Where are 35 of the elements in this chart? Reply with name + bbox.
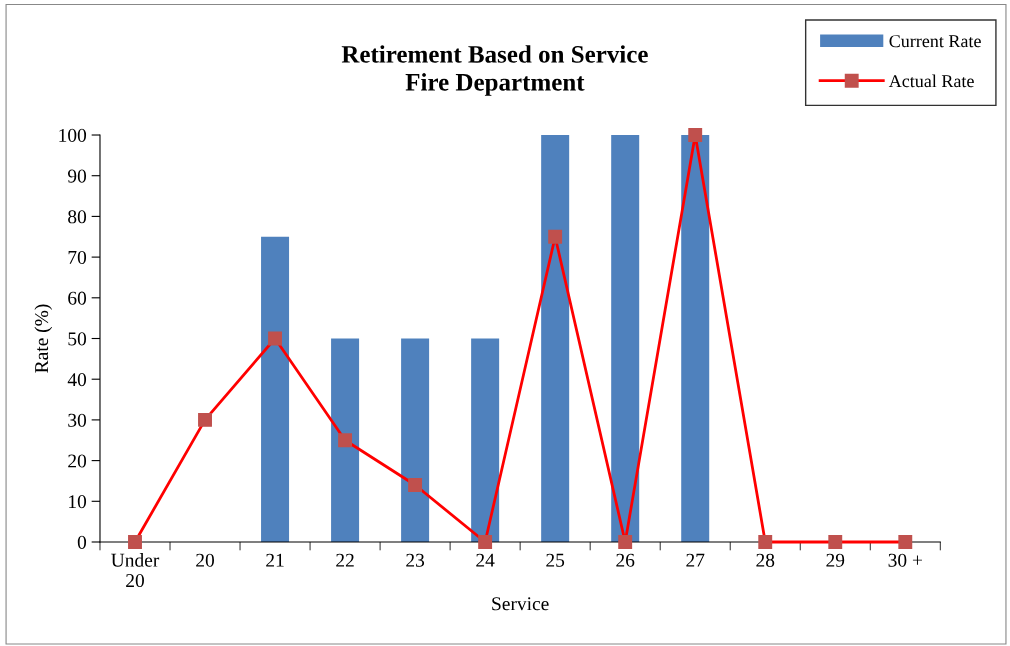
x-tick-label: 28: [756, 553, 775, 567]
bar: [611, 135, 640, 542]
y-tick-label: 100: [59, 128, 87, 142]
y-tick-label: 70: [68, 250, 87, 265]
x-tick-label: 26: [616, 553, 635, 567]
x-axis-title: Service: [492, 597, 549, 611]
x-tick-label: 29: [826, 553, 845, 567]
legend-label: Current Rate: [889, 35, 981, 48]
x-tick-label: 30 +: [888, 553, 922, 567]
bar: [681, 135, 710, 542]
y-tick-label: 10: [69, 495, 87, 509]
y-tick-label: 50: [68, 332, 87, 346]
x-tick-label: 20: [196, 553, 215, 567]
y-tick-label: 40: [67, 373, 87, 387]
y-tick-label: 80: [68, 210, 87, 224]
bar: [471, 338, 500, 542]
chart-title: Retirement Based on Service Fire Department: [341, 45, 648, 96]
x-tick-label: 27: [686, 553, 705, 567]
x-tick-label: 25: [546, 553, 565, 567]
y-tick-label: 20: [68, 454, 87, 468]
x-tick-label: 22: [336, 553, 354, 567]
y-axis-title: Rate (%): [34, 304, 53, 373]
bar: [401, 338, 430, 542]
x-tick-label: 23: [406, 553, 425, 567]
x-tick-label: Under 20: [111, 553, 160, 588]
y-tick-label: 0: [77, 535, 87, 549]
y-tick-label: 30: [68, 413, 87, 427]
x-tick-label: 24: [476, 553, 495, 567]
bar: [541, 135, 570, 542]
bar: [261, 236, 290, 542]
legend-label: Actual Rate: [888, 74, 974, 88]
y-tick-label: 60: [68, 291, 87, 305]
x-tick-label: 21: [266, 553, 284, 567]
y-tick-label: 90: [67, 169, 87, 183]
bar: [331, 338, 360, 542]
